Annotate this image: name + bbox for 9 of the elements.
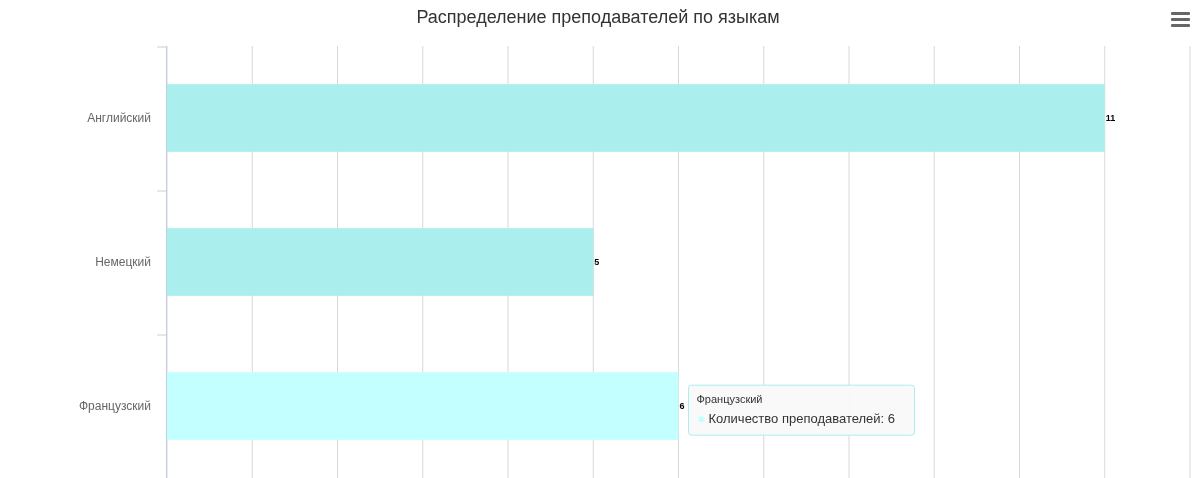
data-label: 11	[1105, 113, 1116, 123]
y-tick-label: Английский	[87, 111, 151, 125]
data-label: 5	[594, 257, 600, 267]
chart-title: Распределение преподавателей по языкам	[416, 7, 780, 27]
y-tick-label: Французский	[79, 399, 151, 413]
y-tick-label: Немецкий	[95, 255, 151, 269]
data-label: 6	[679, 401, 685, 411]
annotation: Французский	[696, 393, 763, 406]
annotation: Количество преподавателей: 6	[708, 411, 896, 427]
